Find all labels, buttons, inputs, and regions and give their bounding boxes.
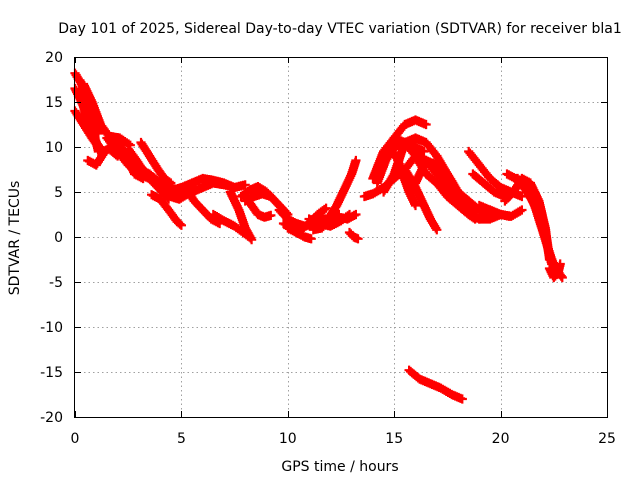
y-tick-label: -10 [40,320,63,336]
x-axis-title: GPS time / hours [281,459,398,475]
data-marker-trail [404,365,467,404]
data-marker-trail [225,187,257,245]
data-series-arc-10 [134,160,174,204]
data-marker-trail [136,137,176,188]
y-tick-label: -20 [40,410,63,426]
data-layer [70,68,567,404]
x-tick-label: 15 [385,431,403,447]
y-tick-label: -5 [49,275,63,291]
data-series-arc-15 [181,182,225,229]
data-series-arc-11 [136,137,176,188]
x-tick-label: 20 [492,431,510,447]
data-series-arc-44 [485,205,527,221]
data-marker-trail [147,190,186,230]
data-marker-trail [513,173,557,265]
data-marker-trail [547,254,567,283]
data-marker-trail [344,227,363,244]
y-tick-label: 5 [54,185,63,201]
data-series-arc-20 [240,191,276,222]
y-tick-label: 0 [54,230,63,246]
data-marker-trail [438,169,480,224]
y-tick-label: 20 [45,50,63,66]
data-series-arc-26 [315,155,361,233]
data-marker-trail [240,191,276,222]
data-series-arc-49 [547,254,567,283]
tick-layer: 0 5 10 15 20 25 20 15 10 5 0 -5 -10 -15 -20 [40,50,616,447]
plot-frame [74,57,608,418]
data-series-arc-35 [404,365,467,404]
x-tick-label: 25 [598,431,616,447]
x-tick-label: 5 [177,431,186,447]
data-series-arc-27 [344,227,363,244]
data-marker-trail [134,160,174,204]
data-series-arc-17 [225,187,257,245]
x-tick-label: 0 [71,431,80,447]
data-series-arc-4 [78,79,135,150]
x-tick-label: 10 [279,431,297,447]
y-axis-title: SDTVAR / TECUs [7,181,23,296]
y-tick-label: -15 [40,365,63,381]
data-marker-trail [181,182,225,229]
y-tick-label: 15 [45,95,63,111]
y-tick-label: 10 [45,140,63,156]
data-series-arc-12 [147,190,186,230]
data-marker-trail [315,155,361,233]
data-series-arc-40 [438,169,480,224]
chart-title: Day 101 of 2025, Sidereal Day-to-day VTE… [58,21,621,37]
data-marker-trail [78,79,135,150]
data-series-arc-23 [283,223,316,244]
data-marker-trail [283,223,316,244]
data-marker-trail [485,205,527,221]
data-series-arc-47 [513,173,557,265]
